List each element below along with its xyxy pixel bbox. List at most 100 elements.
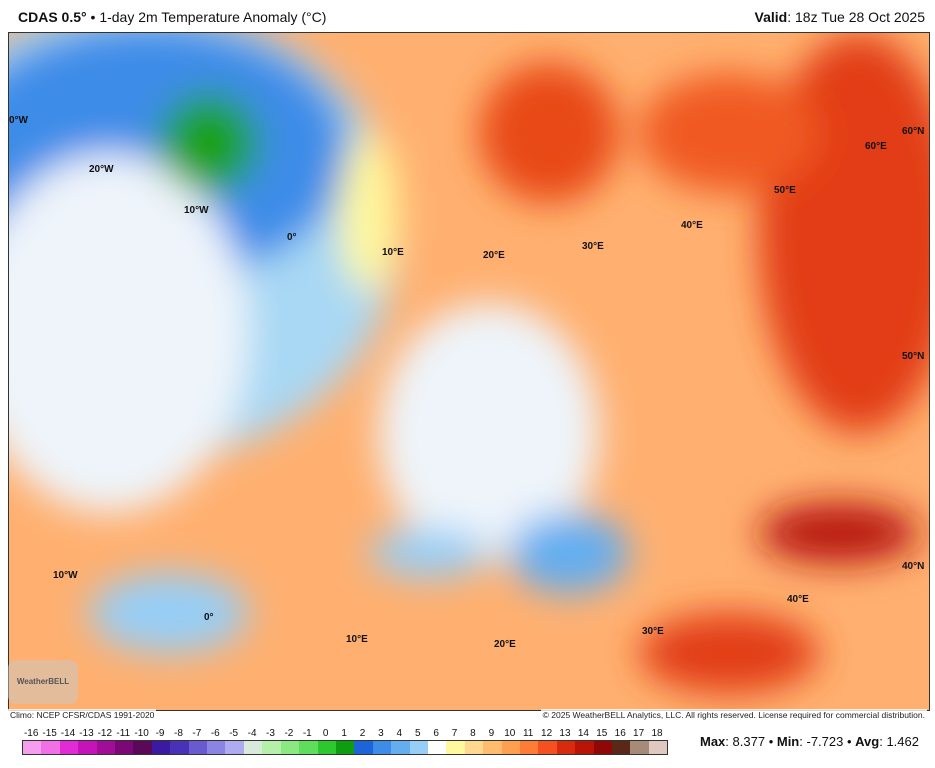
colorbar-swatch xyxy=(446,741,465,754)
lon-label: 30°E xyxy=(642,626,664,637)
colorbar-tick-label: -7 xyxy=(192,728,202,739)
colorbar-tick-label: 13 xyxy=(559,728,571,739)
lon-label: 10°E xyxy=(382,247,404,258)
model-name: CDAS 0.5° xyxy=(18,9,87,25)
product-title: 1-day 2m Temperature Anomaly (°C) xyxy=(99,9,327,25)
colorbar-tick-label: 8 xyxy=(470,728,476,739)
colorbar-tick-label: -2 xyxy=(284,728,294,739)
colorbar-tick-label: 11 xyxy=(522,728,534,739)
colorbar-swatch xyxy=(115,741,134,754)
lon-label: 20°E xyxy=(494,639,516,650)
colorbar-swatch xyxy=(335,741,355,754)
colorbar-tick-label: -3 xyxy=(266,728,275,739)
separator: • xyxy=(90,9,96,25)
colorbar-tick-label: 12 xyxy=(541,728,553,739)
colorbar-swatch xyxy=(427,741,447,754)
colorbar-tick-label: 0 xyxy=(322,728,329,739)
colorbar-swatch xyxy=(317,741,336,754)
min-value: -7.723 xyxy=(806,734,844,749)
colorbar-swatch xyxy=(207,741,226,754)
colorbar-swatch xyxy=(575,741,594,754)
colorbar-swatch xyxy=(372,741,392,754)
lon-label: 20°E xyxy=(483,250,505,261)
lon-label: 0°W xyxy=(9,115,28,126)
lon-label: 10°E xyxy=(346,634,368,645)
lon-label: 10°W xyxy=(184,205,209,216)
valid-label: Valid xyxy=(754,9,788,25)
colorbar-tick-label: -12 xyxy=(97,728,113,739)
colorbar-tick-label: -13 xyxy=(79,728,94,739)
lon-label: 60°E xyxy=(865,141,887,152)
colorbar-swatch xyxy=(483,741,502,754)
colorbar-swatch xyxy=(593,741,612,754)
colorbar-swatch xyxy=(519,741,539,754)
colorbar-tick-label: 5 xyxy=(414,728,421,739)
lat-label: 40°N xyxy=(902,561,925,572)
colorbar-tick-label: -8 xyxy=(174,728,183,739)
colorbar-swatch xyxy=(630,741,649,754)
colorbar-tick-label: 10 xyxy=(504,728,516,739)
colorbar-swatch xyxy=(262,741,281,754)
colorbar-tick-label: -15 xyxy=(42,728,57,739)
valid-time: Valid: 18z Tue 28 Oct 2025 xyxy=(755,9,925,25)
lon-label: 40°E xyxy=(681,220,703,231)
colorbar-tick-label: -14 xyxy=(60,728,76,739)
max-label: Max xyxy=(700,734,726,749)
anomaly-field xyxy=(9,33,929,710)
colorbar-swatch xyxy=(648,741,668,754)
colorbar-tick-label: 18 xyxy=(651,728,663,739)
avg-value: 1.462 xyxy=(886,734,919,749)
lon-label: 20°W xyxy=(89,164,114,175)
avg-label: Avg xyxy=(855,734,880,749)
colorbar-tick-label: 2 xyxy=(359,728,366,739)
colorbar-tick-label: 14 xyxy=(577,728,589,739)
colorbar-tick-label: -10 xyxy=(134,728,149,739)
colorbar-swatch xyxy=(96,741,116,754)
colorbar-tick-label: 7 xyxy=(451,728,458,739)
colorbar-swatch xyxy=(151,741,171,754)
colorbar-swatch xyxy=(41,741,60,754)
lon-label: 50°E xyxy=(774,185,796,196)
colorbar-tick-label: 17 xyxy=(633,728,645,739)
colorbar-swatch xyxy=(243,741,263,754)
colorbar xyxy=(22,740,668,755)
colorbar-swatch xyxy=(464,741,484,754)
colorbar-tick-label: 4 xyxy=(396,728,403,739)
colorbar-swatch xyxy=(354,741,373,754)
colorbar-tick-label: 16 xyxy=(614,728,626,739)
colorbar-swatch xyxy=(59,741,79,754)
valid-value: : 18z Tue 28 Oct 2025 xyxy=(787,9,925,25)
colorbar-tick-label: 3 xyxy=(378,728,384,739)
weatherbell-logo: WeatherBELL xyxy=(8,660,78,704)
min-label: Min xyxy=(776,734,800,749)
lon-label: 10°W xyxy=(53,570,78,581)
map-title: CDAS 0.5° • 1-day 2m Temperature Anomaly… xyxy=(18,9,326,25)
colorbar-swatch xyxy=(299,741,318,754)
lon-label: 40°E xyxy=(787,594,809,605)
climo-note: Climo: NCEP CFSR/CDAS 1991-2020 xyxy=(8,709,157,721)
colorbar-swatch xyxy=(133,741,152,754)
colorbar-tick-label: -4 xyxy=(247,728,257,739)
colorbar-tick-label: -16 xyxy=(23,728,39,739)
colorbar-swatch xyxy=(391,741,410,754)
colorbar-tick-label: 15 xyxy=(596,728,608,739)
colorbar-swatch xyxy=(170,741,189,754)
colorbar-tick-label: 9 xyxy=(488,728,495,739)
lon-label: 30°E xyxy=(582,241,604,252)
colorbar-swatch xyxy=(538,741,557,754)
lat-label: 50°N xyxy=(902,351,925,362)
colorbar-swatch xyxy=(556,741,576,754)
lon-label: 0° xyxy=(287,232,297,243)
colorbar-swatch xyxy=(501,741,520,754)
colorbar-tick-label: -9 xyxy=(155,728,165,739)
colorbar-swatch xyxy=(23,741,42,754)
anomaly-map: 0°W 20°W 10°W 0° 10°E 20°E 30°E 40°E 50°… xyxy=(8,32,930,711)
colorbar-tick-label: -6 xyxy=(210,728,220,739)
colorbar-tick-label: 6 xyxy=(433,728,439,739)
colorbar-swatch xyxy=(612,741,631,754)
colorbar-tick-label: -5 xyxy=(229,728,239,739)
colorbar-swatch xyxy=(225,741,244,754)
field-stats: Max: 8.377 • Min: -7.723 • Avg: 1.462 xyxy=(700,734,919,749)
colorbar-tick-label: 1 xyxy=(341,728,347,739)
colorbar-labels: -16 -15 -14 -13 -12 -11 -10 -9 -8 -7 -6 -5 -4 -3 -2 -1 0… xyxy=(22,728,666,739)
